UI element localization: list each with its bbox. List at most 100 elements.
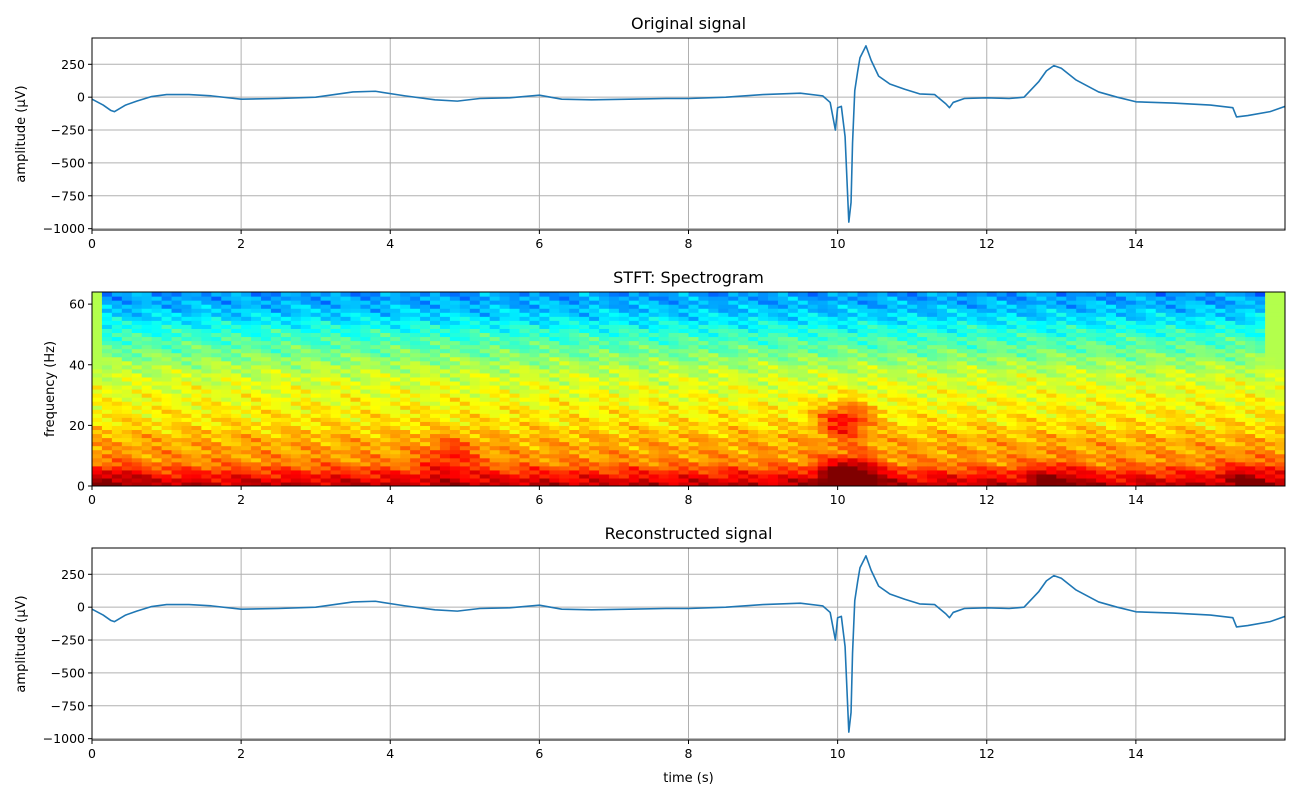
spectrogram-cell [310,393,322,398]
spectrogram-cell [599,425,610,431]
spectrogram-cell [221,328,232,334]
spectrogram-cell [1026,384,1038,390]
spectrogram-cell [628,380,640,386]
spectrogram-cell [1066,360,1077,366]
spectrogram-cell [101,457,113,463]
spectrogram-cell [807,393,819,398]
y-tick-label: −500 [51,155,85,170]
spectrogram-cell [787,477,799,483]
spectrogram-cell [569,469,580,475]
spectrogram-cell [559,465,570,471]
spectrogram-cell [211,421,222,426]
spectrogram-cell [300,413,312,418]
spectrogram-cell [221,417,232,422]
spectrogram-cell [758,360,769,366]
spectrogram-cell [280,425,292,431]
spectrogram-cell [648,340,660,346]
spectrogram-cell [231,344,242,350]
spectrogram-cell [688,356,700,362]
spectrogram-cell [1026,477,1038,483]
spectrogram-cell [430,413,441,418]
spectrogram-cell [807,364,819,370]
spectrogram-cell [390,477,401,483]
spectrogram-cell [927,389,938,394]
spectrogram-cell [290,316,302,321]
spectrogram-cell [569,312,580,317]
spectrogram-cell [1026,437,1038,443]
spectrogram-cell [698,320,709,325]
spectrogram-cell [261,421,272,426]
spectrogram-cell [638,356,650,362]
spectrogram-cell [270,376,282,382]
spectrogram-cell [907,477,918,483]
spectrogram-cell [658,433,670,439]
spectrogram-cell [787,324,799,329]
spectrogram-cell [946,344,958,350]
spectrogram-cell [867,296,878,301]
spectrogram-cell [221,405,232,410]
spectrogram-cell [608,397,620,402]
spectrogram-cell [1036,300,1047,305]
spectrogram-cell [738,336,749,342]
spectrogram-cell [1006,405,1018,410]
spectrogram-cell [1006,296,1018,301]
spectrogram-cell [768,481,779,486]
spectrogram-cell [728,397,739,402]
spectrogram-cell [678,328,690,334]
spectrogram-cell [370,409,381,414]
spectrogram-cell [907,469,918,475]
spectrogram-cell [350,340,362,346]
spectrogram-cell [350,356,362,362]
spectrogram-cell [658,344,670,350]
spectrogram-cell [479,421,491,426]
spectrogram-cell [628,324,640,329]
spectrogram-cell [499,372,511,378]
spectrogram-cell [738,368,749,374]
spectrogram-cell [1066,376,1077,382]
spectrogram-cell [370,372,381,378]
spectrogram-cell [857,473,869,479]
spectrogram-cell [211,348,222,354]
spectrogram-cell [469,457,481,463]
spectrogram-cell [748,372,759,378]
spectrogram-cell [937,453,948,459]
spectrogram-cell [270,340,282,346]
spectrogram-cell [937,429,948,435]
spectrogram-cell [768,401,779,406]
spectrogram-cell [648,348,660,354]
spectrogram-cell [758,316,769,321]
spectrogram-cell [738,320,749,325]
spectrogram-cell [937,380,948,386]
spectrogram-cell [360,300,371,305]
spectrogram-cell [827,445,839,451]
spectrogram-cell [290,413,302,418]
spectrogram-cell [151,376,163,382]
spectrogram-cell [370,421,381,426]
spectrogram-cell [589,356,600,362]
spectrogram-cell [410,417,421,422]
spectrogram-cell [618,417,630,422]
spectrogram-cell [897,413,908,418]
spectrogram-cell [758,465,769,471]
spectrogram-cell [927,473,938,479]
spectrogram-cell [946,292,958,297]
spectrogram-cell [310,308,322,313]
spectrogram-cell [559,332,570,338]
spectrogram-cell [976,336,988,342]
spectrogram-cell [300,421,312,426]
spectrogram-cell [638,304,650,309]
spectrogram-cell [738,441,749,447]
spectrogram-cell [1096,384,1107,390]
spectrogram-cell [1026,360,1038,366]
spectrogram-cell [211,300,222,305]
spectrogram-cell [817,320,829,325]
spectrogram-cell [1086,368,1097,374]
spectrogram-cell [171,376,183,382]
spectrogram-cell [946,469,958,475]
spectrogram-cell [976,324,988,329]
spectrogram-cell [270,441,282,447]
spectrogram-cell [221,393,232,398]
spectrogram-cell [966,380,978,386]
spectrogram-cell [728,308,739,313]
spectrogram-cell [678,453,690,459]
